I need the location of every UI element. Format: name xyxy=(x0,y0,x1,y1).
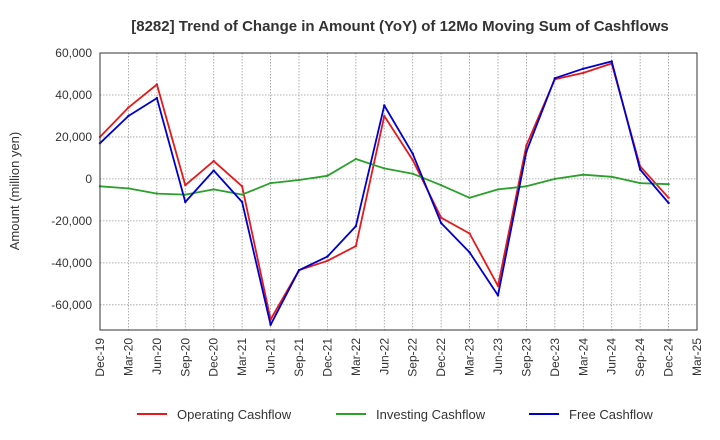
data-point-free-cashflow xyxy=(383,104,386,107)
chart-title: [8282] Trend of Change in Amount (YoY) o… xyxy=(131,18,669,35)
data-point-free-cashflow xyxy=(638,168,642,171)
plot-frame xyxy=(99,52,698,331)
data-point-operating-cashflow xyxy=(468,232,471,235)
x-tick-label: Mar-24 xyxy=(576,338,590,376)
data-point-free-cashflow xyxy=(354,224,358,228)
data-point-investing-cashflow xyxy=(269,181,272,185)
data-point-operating-cashflow xyxy=(354,244,358,248)
data-point-free-cashflow xyxy=(326,255,329,258)
data-point-investing-cashflow xyxy=(638,181,642,185)
y-tick-label: 40,000 xyxy=(55,88,92,102)
data-point-investing-cashflow xyxy=(155,192,159,195)
y-axis-label: Amount (million yen) xyxy=(7,132,22,251)
data-point-free-cashflow xyxy=(667,201,670,205)
data-point-operating-cashflow xyxy=(326,259,329,262)
data-point-free-cashflow xyxy=(582,67,585,70)
data-point-operating-cashflow xyxy=(525,144,528,147)
x-tick-label: Dec-19 xyxy=(93,338,107,377)
x-tick-label: Sep-23 xyxy=(519,338,533,377)
series-layer xyxy=(98,60,670,326)
y-axis-ticks: 60,000 40,000 20,000 0 -20,000 -40,000 -60,000 xyxy=(51,46,92,312)
legend-label-free-cashflow: Free Cashflow xyxy=(569,407,653,422)
data-point-operating-cashflow xyxy=(496,284,500,288)
data-point-investing-cashflow xyxy=(326,174,329,177)
data-point-operating-cashflow xyxy=(184,184,187,187)
data-point-investing-cashflow xyxy=(439,184,443,187)
data-point-free-cashflow xyxy=(525,150,528,153)
x-axis-ticks: Dec-19 Mar-20 Jun-20 Sep-20 Dec-20 Mar-21 Jun-… xyxy=(93,338,704,377)
data-point-operating-cashflow xyxy=(439,216,443,219)
data-point-investing-cashflow xyxy=(212,188,215,191)
x-tick-label: Mar-20 xyxy=(121,338,135,376)
x-tick-label: Jun-23 xyxy=(491,338,505,375)
data-point-free-cashflow xyxy=(155,96,159,100)
data-point-investing-cashflow xyxy=(354,157,358,161)
x-tick-label: Mar-23 xyxy=(463,338,477,376)
x-tick-label: Jun-21 xyxy=(264,338,278,375)
x-tick-label: Sep-24 xyxy=(633,338,647,377)
data-point-free-cashflow xyxy=(297,268,301,272)
data-point-investing-cashflow xyxy=(667,182,670,186)
data-point-operating-cashflow xyxy=(582,71,585,75)
data-point-operating-cashflow xyxy=(212,159,215,163)
data-point-free-cashflow xyxy=(411,152,414,155)
data-point-investing-cashflow xyxy=(468,196,471,199)
data-point-free-cashflow xyxy=(468,251,471,254)
data-point-investing-cashflow xyxy=(383,167,386,170)
plot-area xyxy=(100,53,697,330)
x-tick-label: Jun-24 xyxy=(605,338,619,375)
legend-label-investing-cashflow: Investing Cashflow xyxy=(376,407,486,422)
data-point-investing-cashflow xyxy=(240,193,244,196)
data-point-free-cashflow xyxy=(127,114,130,118)
data-point-free-cashflow xyxy=(269,323,272,326)
x-tick-label: Mar-21 xyxy=(235,338,249,376)
y-tick-label: 20,000 xyxy=(55,130,92,144)
data-point-investing-cashflow xyxy=(496,188,500,191)
data-point-investing-cashflow xyxy=(184,193,187,196)
x-tick-label: Dec-23 xyxy=(548,338,562,377)
data-point-operating-cashflow xyxy=(240,185,244,188)
y-tick-label: -40,000 xyxy=(51,256,92,270)
data-point-free-cashflow xyxy=(496,294,500,297)
data-point-operating-cashflow xyxy=(127,106,130,109)
data-point-operating-cashflow xyxy=(383,114,386,118)
x-tick-label: Dec-24 xyxy=(662,338,676,377)
data-point-free-cashflow xyxy=(610,60,613,63)
y-tick-label: -20,000 xyxy=(51,214,92,228)
data-point-free-cashflow xyxy=(184,200,187,204)
x-tick-label: Dec-20 xyxy=(207,338,221,377)
data-point-operating-cashflow xyxy=(155,83,159,86)
legend-label-operating-cashflow: Operating Cashflow xyxy=(177,407,292,422)
x-tick-label: Dec-22 xyxy=(434,338,448,377)
x-tick-label: Sep-21 xyxy=(292,338,306,377)
data-point-investing-cashflow xyxy=(582,173,585,176)
x-tick-label: Dec-21 xyxy=(320,338,334,377)
y-tick-label: -60,000 xyxy=(51,298,92,312)
x-tick-label: Sep-22 xyxy=(406,338,420,377)
data-point-free-cashflow xyxy=(439,221,443,225)
x-tick-label: Sep-20 xyxy=(178,338,192,377)
data-point-investing-cashflow xyxy=(610,175,613,179)
data-point-free-cashflow xyxy=(240,200,244,204)
data-point-investing-cashflow xyxy=(553,177,557,181)
data-point-investing-cashflow xyxy=(127,187,130,190)
x-tick-label: Jun-20 xyxy=(150,338,164,375)
data-point-operating-cashflow xyxy=(411,158,414,162)
data-point-operating-cashflow xyxy=(667,196,670,199)
y-tick-label: 60,000 xyxy=(55,46,92,60)
data-point-investing-cashflow xyxy=(411,172,414,175)
data-point-investing-cashflow xyxy=(525,185,528,188)
data-point-investing-cashflow xyxy=(297,178,301,182)
x-tick-label: Jun-22 xyxy=(377,338,391,375)
data-point-free-cashflow xyxy=(553,76,557,80)
data-point-free-cashflow xyxy=(212,169,215,172)
x-tick-label: Mar-22 xyxy=(349,338,363,376)
x-tick-label: Mar-25 xyxy=(690,338,704,376)
legend: Operating Cashflow Investing Cashflow Free… xyxy=(137,407,653,422)
y-tick-label: 0 xyxy=(85,172,92,186)
